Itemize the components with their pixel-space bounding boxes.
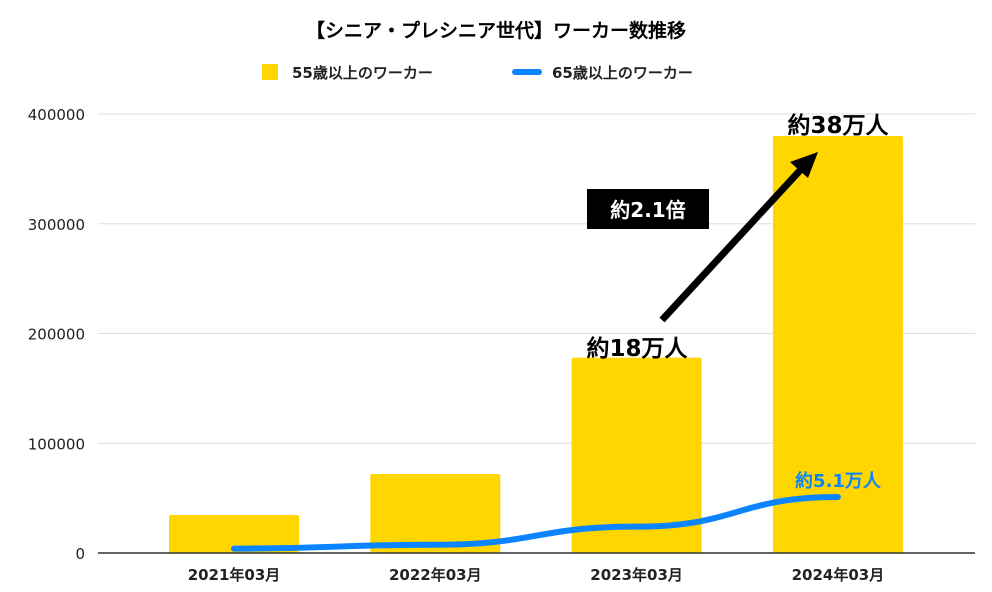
legend: 55歳以上のワーカー 65歳以上のワーカー — [262, 64, 693, 82]
x-tick-label: 2024年03月 — [792, 566, 885, 584]
x-tick-label: 2022年03月 — [389, 566, 482, 584]
legend-label-line: 65歳以上のワーカー — [552, 64, 693, 82]
chart-title: 【シニア・プレシニア世代】ワーカー数推移 — [306, 19, 686, 42]
y-tick-label: 400000 — [28, 106, 85, 124]
bar — [370, 473, 501, 553]
annotations: 約38万人 約18万人 約2.1倍 約5.1万人 — [586, 112, 889, 492]
series-line — [231, 494, 841, 552]
legend-swatch-bar — [262, 64, 278, 80]
y-tick-label: 100000 — [28, 435, 85, 453]
growth-label: 約2.1倍 — [610, 198, 685, 222]
x-tick-label: 2023年03月 — [590, 566, 683, 584]
bar — [571, 357, 702, 553]
bar — [772, 135, 903, 553]
annotation-2024: 約38万人 — [787, 112, 889, 139]
annotation-2023: 約18万人 — [586, 335, 688, 362]
y-tick-label: 300000 — [28, 216, 85, 234]
x-tick-label: 2021年03月 — [188, 566, 281, 584]
y-tick-label: 200000 — [28, 326, 85, 344]
arrow-head-icon — [790, 152, 818, 178]
bar — [169, 515, 299, 553]
growth-arrow — [659, 162, 808, 323]
legend-label-bar: 55歳以上のワーカー — [292, 64, 433, 82]
annotation-line-2024: 約5.1万人 — [795, 470, 882, 492]
legend-swatch-line — [512, 69, 542, 75]
y-tick-label: 0 — [75, 545, 85, 563]
growth-badge — [587, 189, 709, 229]
